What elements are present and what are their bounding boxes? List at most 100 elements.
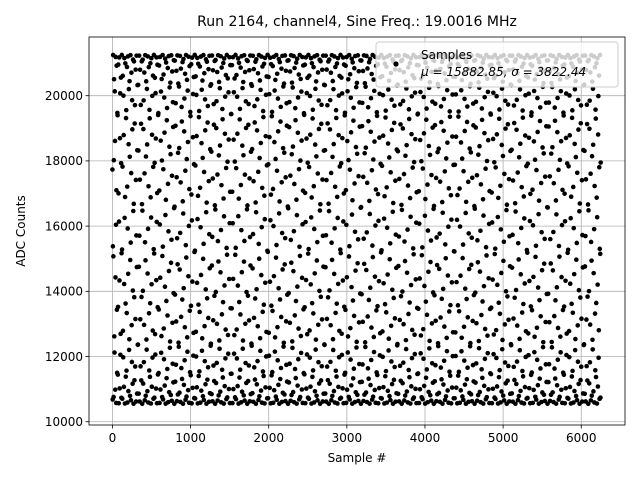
data-point	[561, 372, 567, 378]
data-point	[240, 143, 245, 148]
data-point	[215, 238, 221, 244]
data-point	[272, 349, 278, 354]
data-point	[510, 178, 516, 183]
data-point	[187, 109, 193, 115]
data-point	[336, 132, 341, 138]
data-point	[596, 355, 601, 361]
data-point	[509, 265, 515, 270]
data-point	[149, 282, 154, 287]
data-point	[308, 384, 313, 389]
data-point	[593, 374, 599, 380]
data-point	[339, 331, 344, 337]
data-point	[277, 199, 282, 204]
data-point	[110, 244, 116, 249]
data-point	[470, 318, 476, 324]
data-point	[476, 152, 481, 158]
data-point	[216, 259, 221, 264]
data-point	[325, 121, 330, 126]
data-point	[441, 382, 446, 387]
data-point	[365, 104, 371, 110]
data-point	[262, 401, 267, 406]
data-point	[575, 97, 581, 103]
data-point	[482, 326, 488, 332]
data-point	[440, 286, 446, 292]
data-point	[588, 171, 593, 176]
data-point	[176, 340, 181, 345]
data-point	[499, 270, 504, 276]
data-point	[584, 317, 589, 322]
data-point	[318, 378, 324, 383]
data-point	[196, 108, 202, 114]
data-point	[453, 353, 458, 359]
data-point	[351, 118, 356, 123]
data-point	[249, 146, 255, 152]
data-point	[421, 383, 427, 389]
data-point	[416, 306, 421, 312]
data-point	[183, 242, 189, 248]
data-point	[299, 138, 304, 143]
data-point	[390, 200, 396, 206]
data-point	[112, 89, 118, 94]
data-point	[148, 61, 153, 66]
data-point	[239, 389, 245, 395]
data-point	[253, 210, 259, 215]
data-point	[434, 398, 439, 404]
data-point	[359, 123, 365, 129]
data-point	[591, 270, 596, 276]
data-point	[319, 363, 325, 369]
data-point	[590, 86, 596, 91]
data-point	[438, 315, 443, 320]
data-point	[168, 260, 174, 266]
data-point	[574, 257, 579, 262]
data-point	[206, 66, 211, 72]
data-point	[403, 337, 409, 343]
data-point	[334, 374, 339, 379]
data-point	[293, 375, 299, 381]
data-point	[157, 222, 163, 227]
data-point	[222, 283, 227, 288]
data-point	[539, 229, 544, 235]
data-point	[316, 98, 322, 103]
data-point	[582, 264, 588, 269]
data-point	[328, 70, 334, 76]
data-point	[237, 117, 243, 122]
data-point	[386, 348, 391, 353]
data-point	[125, 226, 130, 231]
data-point	[310, 368, 316, 373]
data-point	[318, 294, 324, 300]
data-point	[252, 103, 257, 109]
data-point	[545, 291, 551, 297]
data-point	[546, 361, 552, 367]
data-point	[263, 133, 269, 139]
data-point	[368, 129, 374, 135]
data-point	[309, 195, 314, 200]
data-point	[120, 355, 126, 360]
data-point	[318, 58, 323, 64]
data-point	[211, 122, 217, 128]
data-point	[283, 319, 289, 324]
data-point	[433, 362, 438, 368]
data-point	[531, 139, 537, 144]
data-point	[245, 293, 251, 299]
data-point	[598, 160, 603, 165]
data-point	[480, 401, 486, 406]
data-point	[489, 220, 495, 225]
data-point	[462, 128, 468, 134]
data-point	[261, 302, 267, 308]
data-point	[350, 60, 356, 65]
data-point	[552, 366, 557, 371]
data-point	[550, 268, 556, 273]
data-point	[326, 208, 332, 214]
data-point	[225, 159, 230, 165]
data-point	[555, 129, 560, 135]
data-point	[236, 299, 242, 305]
data-point	[299, 275, 305, 281]
data-point	[439, 296, 445, 302]
data-point	[556, 167, 561, 173]
data-point	[338, 395, 344, 401]
data-point	[205, 377, 210, 382]
data-point	[457, 186, 462, 191]
data-point	[323, 264, 328, 270]
data-point	[196, 302, 201, 307]
data-point	[149, 55, 154, 61]
